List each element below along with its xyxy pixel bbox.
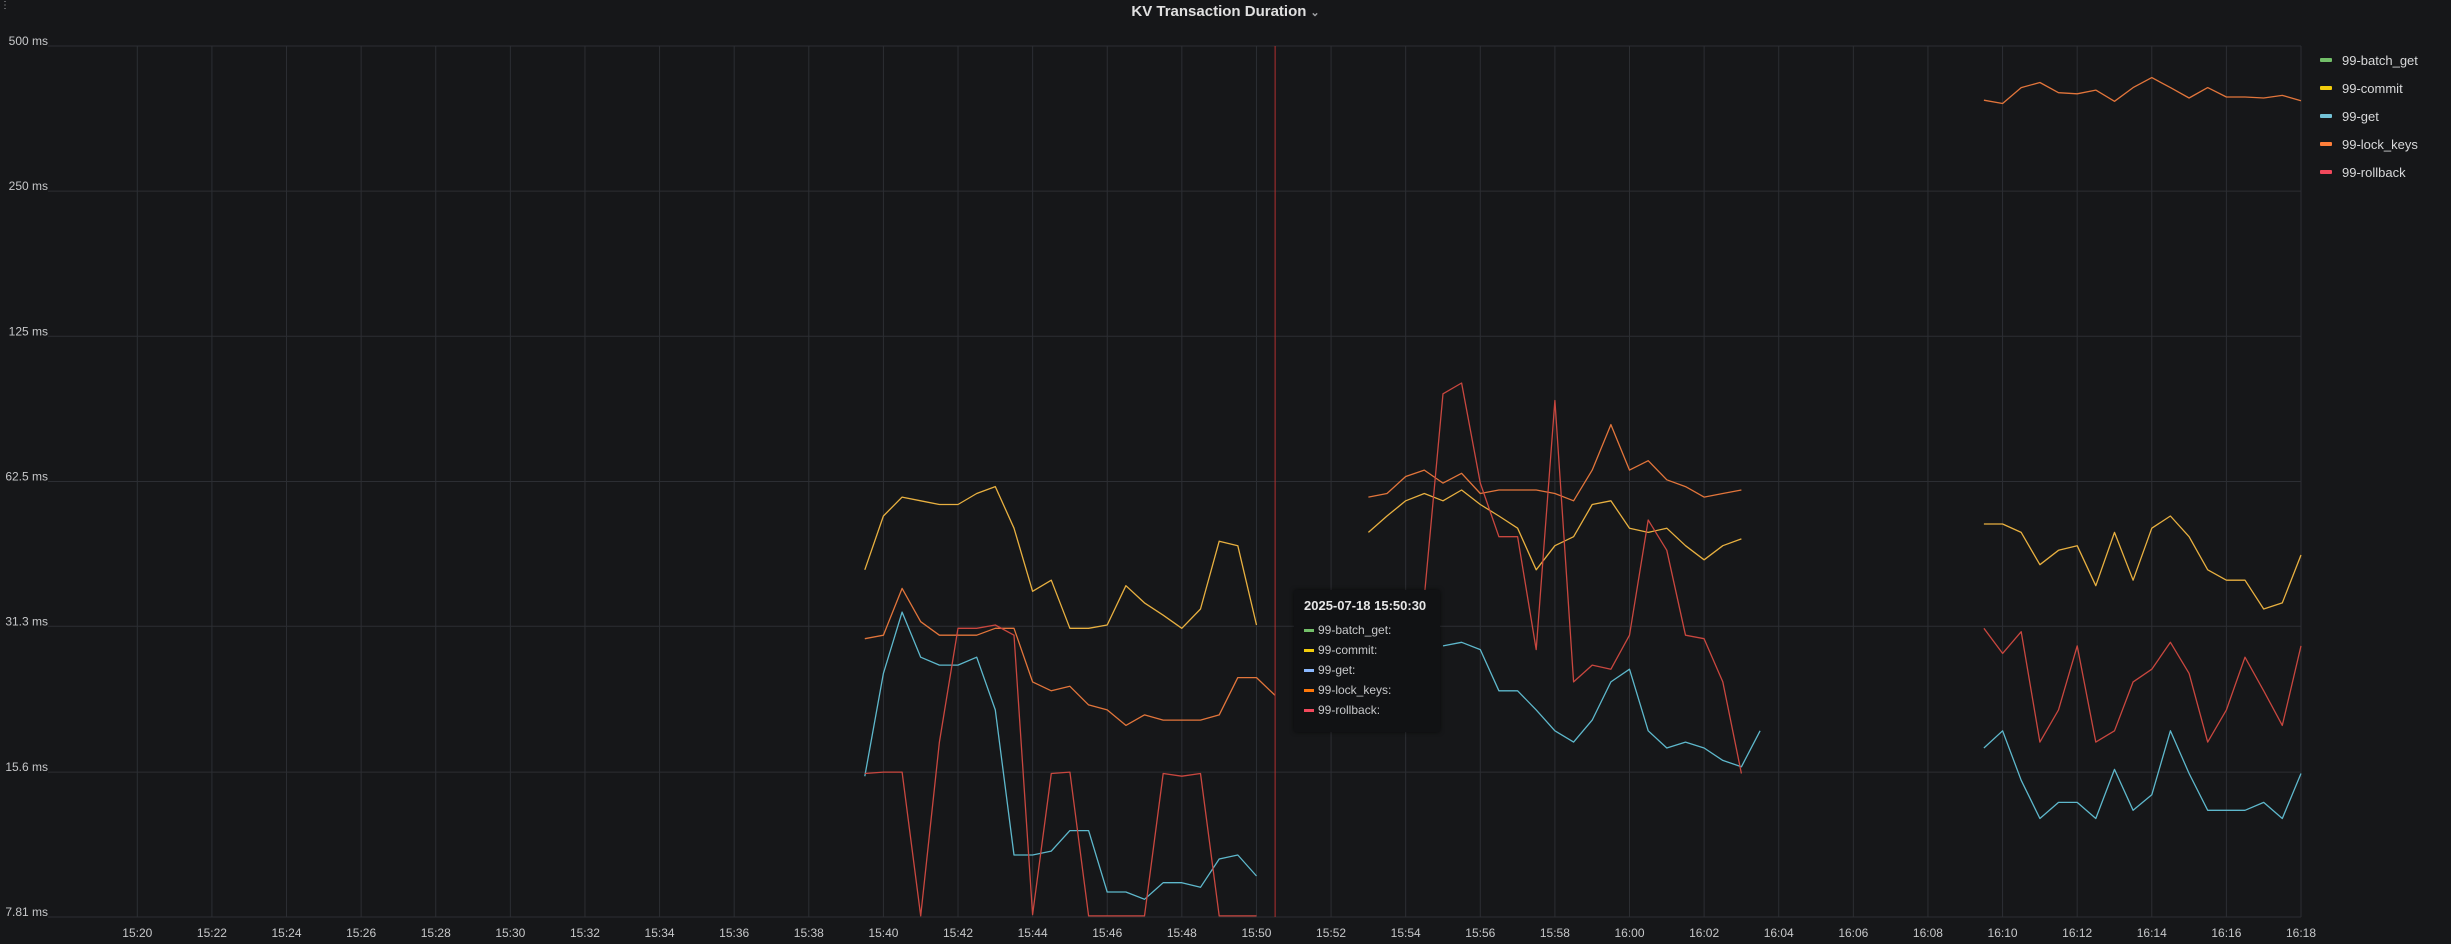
x-tick-label: 15:34 xyxy=(645,926,675,940)
x-tick-label: 15:42 xyxy=(943,926,973,940)
x-tick-label: 15:44 xyxy=(1018,926,1048,940)
panel-title-bar[interactable]: KV Transaction Duration ⌄ xyxy=(0,0,2451,24)
tooltip-swatch xyxy=(1304,688,1314,692)
series-lines xyxy=(864,76,2302,917)
tooltip-row-batch-get: 99-batch_get: xyxy=(1304,620,1432,640)
x-tick-label: 16:00 xyxy=(1614,926,1644,940)
tooltip-label: 99-get: xyxy=(1318,663,1356,677)
x-tick-label: 15:52 xyxy=(1316,926,1346,940)
series-line-99-get xyxy=(1983,730,2302,820)
x-tick-label: 15:36 xyxy=(719,926,749,940)
x-tick-label: 15:54 xyxy=(1391,926,1421,940)
legend-label: 99-rollback xyxy=(2342,164,2406,180)
x-tick-label: 15:32 xyxy=(570,926,600,940)
tooltip-label: 99-lock_keys: xyxy=(1318,683,1392,697)
legend: 99-batch_get 99-commit 99-get 99-lock_ke… xyxy=(2320,46,2446,186)
x-tick-label: 16:06 xyxy=(1838,926,1868,940)
x-tick-label: 15:58 xyxy=(1540,926,1570,940)
x-tick-label: 16:16 xyxy=(2211,926,2241,940)
x-tick-label: 16:04 xyxy=(1764,926,1794,940)
x-tick-label: 15:50 xyxy=(1241,926,1271,940)
y-tick-label: 31.3 ms xyxy=(5,614,48,628)
tooltip-swatch xyxy=(1304,708,1314,712)
legend-item-commit[interactable]: 99-commit xyxy=(2320,74,2446,102)
series-line-99-rollback xyxy=(864,624,1257,917)
x-tick-label: 15:30 xyxy=(495,926,525,940)
y-tick-label: 7.81 ms xyxy=(5,905,48,919)
x-tick-label: 15:26 xyxy=(346,926,376,940)
series-line-99-get xyxy=(864,611,1257,900)
x-tick-label: 15:40 xyxy=(868,926,898,940)
series-line-99-commit xyxy=(1983,515,2302,610)
tooltip-time: 2025-07-18 15:50:30 xyxy=(1304,598,1427,613)
tooltip-swatch xyxy=(1304,628,1314,632)
x-tick-label: 15:38 xyxy=(794,926,824,940)
x-tick-label: 16:08 xyxy=(1913,926,1943,940)
series-line-99-get xyxy=(1442,641,1761,768)
tooltip-label: 99-commit: xyxy=(1318,643,1378,657)
x-tick-label: 15:56 xyxy=(1465,926,1495,940)
axis-labels: 7.81 ms 15.6 ms 31.3 ms 62.5 ms 125 ms 250 ms… xyxy=(5,34,2316,940)
hover-tooltip: 2025-07-18 15:50:30 99-batch_get: 99-com… xyxy=(1294,590,1440,732)
grid-lines xyxy=(48,45,2302,918)
y-tick-label: 500 ms xyxy=(9,34,48,48)
y-tick-label: 15.6 ms xyxy=(5,760,48,774)
series-line-99-lock-keys xyxy=(864,587,1276,727)
legend-label: 99-lock_keys xyxy=(2342,136,2418,152)
legend-label: 99-batch_get xyxy=(2342,52,2418,68)
legend-label: 99-commit xyxy=(2342,80,2403,96)
legend-item-batch-get[interactable]: 99-batch_get xyxy=(2320,46,2446,74)
tooltip-label: 99-rollback: xyxy=(1318,703,1381,717)
x-tick-label: 16:10 xyxy=(1988,926,2018,940)
x-tick-label: 16:18 xyxy=(2286,926,2316,940)
series-line-99-commit xyxy=(864,485,1258,629)
panel-title[interactable]: KV Transaction Duration xyxy=(1131,3,1307,20)
tooltip-row-lock-keys: 99-lock_keys: xyxy=(1304,680,1432,700)
legend-swatch-batch-get xyxy=(2320,58,2332,62)
tooltip-swatch xyxy=(1304,668,1314,672)
y-tick-label: 62.5 ms xyxy=(5,469,48,483)
y-tick-label: 125 ms xyxy=(9,324,48,338)
tooltip-row-get: 99-get: xyxy=(1304,660,1432,680)
tooltip-row-commit: 99-commit: xyxy=(1304,640,1432,660)
y-tick-label: 250 ms xyxy=(9,179,48,193)
legend-swatch-get xyxy=(2320,114,2332,118)
series-line-99-rollback xyxy=(1423,382,1743,774)
legend-item-lock-keys[interactable]: 99-lock_keys xyxy=(2320,130,2446,158)
series-line-99-lock-keys xyxy=(1983,76,2302,105)
tooltip-swatch xyxy=(1304,648,1314,652)
legend-item-get[interactable]: 99-get xyxy=(2320,102,2446,130)
tooltip-row-rollback: 99-rollback: xyxy=(1304,700,1432,720)
panel-corner-menu-icon[interactable]: ⋮ xyxy=(0,0,10,11)
tooltip-label: 99-batch_get: xyxy=(1318,623,1392,637)
x-tick-label: 16:12 xyxy=(2062,926,2092,940)
series-line-99-rollback xyxy=(1983,627,2302,743)
series-line-99-lock-keys xyxy=(1368,423,1742,502)
x-tick-label: 15:24 xyxy=(272,926,302,940)
legend-item-rollback[interactable]: 99-rollback xyxy=(2320,158,2446,186)
x-tick-label: 15:48 xyxy=(1167,926,1197,940)
x-tick-label: 15:20 xyxy=(122,926,152,940)
x-tick-label: 15:22 xyxy=(197,926,227,940)
legend-label: 99-get xyxy=(2342,108,2379,124)
legend-swatch-commit xyxy=(2320,86,2332,90)
legend-swatch-lock-keys xyxy=(2320,142,2332,146)
x-tick-label: 15:28 xyxy=(421,926,451,940)
chevron-down-icon[interactable]: ⌄ xyxy=(1310,7,1320,19)
legend-swatch-rollback xyxy=(2320,170,2332,174)
series-line-99-commit xyxy=(1367,489,1742,571)
x-tick-label: 16:14 xyxy=(2137,926,2167,940)
x-tick-label: 16:02 xyxy=(1689,926,1719,940)
x-tick-label: 15:46 xyxy=(1092,926,1122,940)
